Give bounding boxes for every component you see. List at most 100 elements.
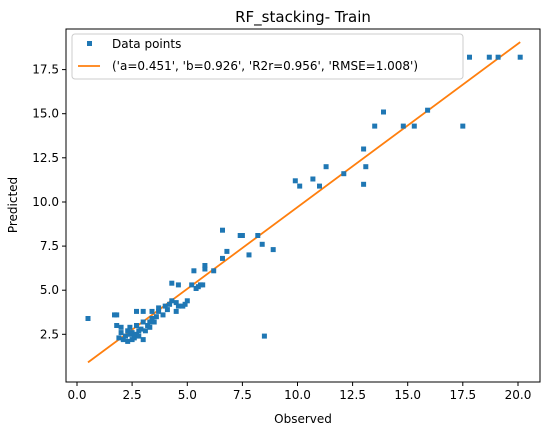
y-axis-label: Predicted bbox=[6, 177, 20, 233]
y-tick-label: 2.5 bbox=[40, 327, 59, 341]
data-point-37 bbox=[160, 312, 166, 318]
data-point-74 bbox=[341, 171, 347, 177]
x-tick-label: 17.5 bbox=[449, 388, 476, 402]
data-point-76 bbox=[361, 146, 367, 152]
axes-frame bbox=[65, 28, 541, 383]
data-point-65 bbox=[255, 233, 261, 238]
legend-label-data-points: Data points bbox=[112, 37, 181, 51]
data-point-15 bbox=[129, 330, 135, 336]
data-point-26 bbox=[140, 308, 146, 314]
y-tick-label: 15.0 bbox=[32, 107, 59, 121]
data-point-23 bbox=[138, 326, 144, 332]
data-point-36 bbox=[156, 305, 162, 311]
data-point-66 bbox=[259, 241, 265, 247]
y-tick-label: 12.5 bbox=[32, 151, 59, 165]
data-point-58 bbox=[211, 268, 217, 274]
data-point-29 bbox=[147, 319, 153, 325]
x-tick-label: 5.0 bbox=[178, 388, 197, 402]
data-point-61 bbox=[224, 248, 230, 254]
x-tick-label: 20.0 bbox=[505, 388, 532, 402]
data-point-43 bbox=[173, 300, 179, 306]
y-tick-label: 7.5 bbox=[40, 239, 59, 253]
legend-label-fit-line: ('a=0.451', 'b=0.926', 'R2r=0.956', 'RMS… bbox=[112, 59, 418, 73]
data-point-31 bbox=[149, 316, 155, 321]
data-point-67 bbox=[261, 333, 267, 339]
data-point-17 bbox=[131, 335, 137, 341]
data-point-4 bbox=[114, 323, 120, 328]
data-point-22 bbox=[136, 333, 142, 339]
data-point-8 bbox=[120, 337, 126, 343]
x-tick-label: 10.0 bbox=[284, 388, 311, 402]
data-point-24 bbox=[140, 337, 146, 343]
y-tick-label: 10.0 bbox=[32, 195, 59, 209]
data-point-1 bbox=[85, 316, 91, 321]
data-point-13 bbox=[127, 324, 133, 330]
data-point-25 bbox=[140, 319, 146, 325]
data-point-48 bbox=[182, 301, 188, 307]
data-point-10 bbox=[125, 338, 131, 344]
data-point-82 bbox=[425, 107, 431, 113]
data-point-40 bbox=[167, 301, 173, 307]
x-tick-label: 15.0 bbox=[394, 388, 421, 402]
data-point-3 bbox=[114, 312, 120, 318]
data-point-51 bbox=[191, 268, 197, 274]
legend: Data points ('a=0.451', 'b=0.926', 'R2r=… bbox=[71, 33, 464, 80]
legend-marker-data-points bbox=[87, 41, 92, 46]
data-point-46 bbox=[175, 282, 181, 288]
data-point-20 bbox=[134, 308, 139, 314]
data-point-45 bbox=[175, 303, 181, 309]
x-tick-label: 12.5 bbox=[339, 388, 366, 402]
x-axis: 0.0 2.5 5.0 7.5 10.0 12.5 15.0 17.5 20.0 bbox=[67, 382, 531, 402]
data-point-83 bbox=[460, 123, 466, 129]
data-point-49 bbox=[184, 298, 190, 304]
x-axis-label: Observed bbox=[274, 412, 332, 426]
data-point-60 bbox=[220, 227, 225, 233]
data-point-77 bbox=[363, 164, 369, 170]
x-tick-label: 2.5 bbox=[123, 388, 142, 402]
data-point-75 bbox=[361, 181, 367, 187]
data-point-69 bbox=[292, 178, 298, 184]
data-point-80 bbox=[400, 123, 406, 129]
data-point-9 bbox=[123, 333, 128, 339]
data-point-72 bbox=[317, 183, 322, 189]
data-point-59 bbox=[220, 255, 225, 261]
y-tick-label: 5.0 bbox=[40, 283, 59, 297]
data-point-78 bbox=[372, 123, 378, 129]
data-point-35 bbox=[156, 308, 162, 314]
data-point-50 bbox=[189, 282, 195, 288]
data-point-63 bbox=[239, 233, 245, 238]
data-point-30 bbox=[147, 324, 153, 330]
data-point-11 bbox=[125, 328, 131, 334]
data-point-7 bbox=[118, 324, 124, 330]
chart-title: RF_stacking- Train bbox=[235, 8, 371, 27]
data-point-27 bbox=[142, 328, 148, 334]
data-point-86 bbox=[495, 54, 501, 60]
data-point-41 bbox=[169, 298, 175, 304]
plot-area bbox=[85, 41, 523, 364]
fit-line bbox=[87, 41, 521, 364]
data-point-73 bbox=[323, 164, 329, 170]
data-point-56 bbox=[202, 266, 208, 272]
data-point-6 bbox=[118, 330, 124, 336]
data-point-85 bbox=[486, 54, 492, 60]
data-point-81 bbox=[411, 123, 417, 129]
data-point-34 bbox=[153, 314, 159, 320]
data-point-87 bbox=[517, 54, 523, 60]
data-point-68 bbox=[270, 247, 276, 253]
data-point-38 bbox=[162, 303, 168, 309]
data-point-32 bbox=[149, 308, 155, 314]
data-point-71 bbox=[310, 176, 316, 182]
data-point-19 bbox=[134, 323, 139, 328]
data-point-79 bbox=[381, 109, 386, 115]
y-tick-label: 17.5 bbox=[32, 63, 59, 77]
data-point-39 bbox=[164, 307, 170, 313]
data-point-70 bbox=[297, 183, 303, 189]
x-tick-label: 7.5 bbox=[233, 388, 252, 402]
x-tick-label: 0.0 bbox=[67, 388, 86, 402]
legend-box bbox=[71, 33, 464, 80]
data-point-44 bbox=[173, 308, 179, 314]
y-axis: 2.5 5.0 7.5 10.0 12.5 15.0 17.5 bbox=[32, 63, 66, 341]
data-point-33 bbox=[151, 319, 157, 325]
data-point-5 bbox=[116, 335, 122, 341]
